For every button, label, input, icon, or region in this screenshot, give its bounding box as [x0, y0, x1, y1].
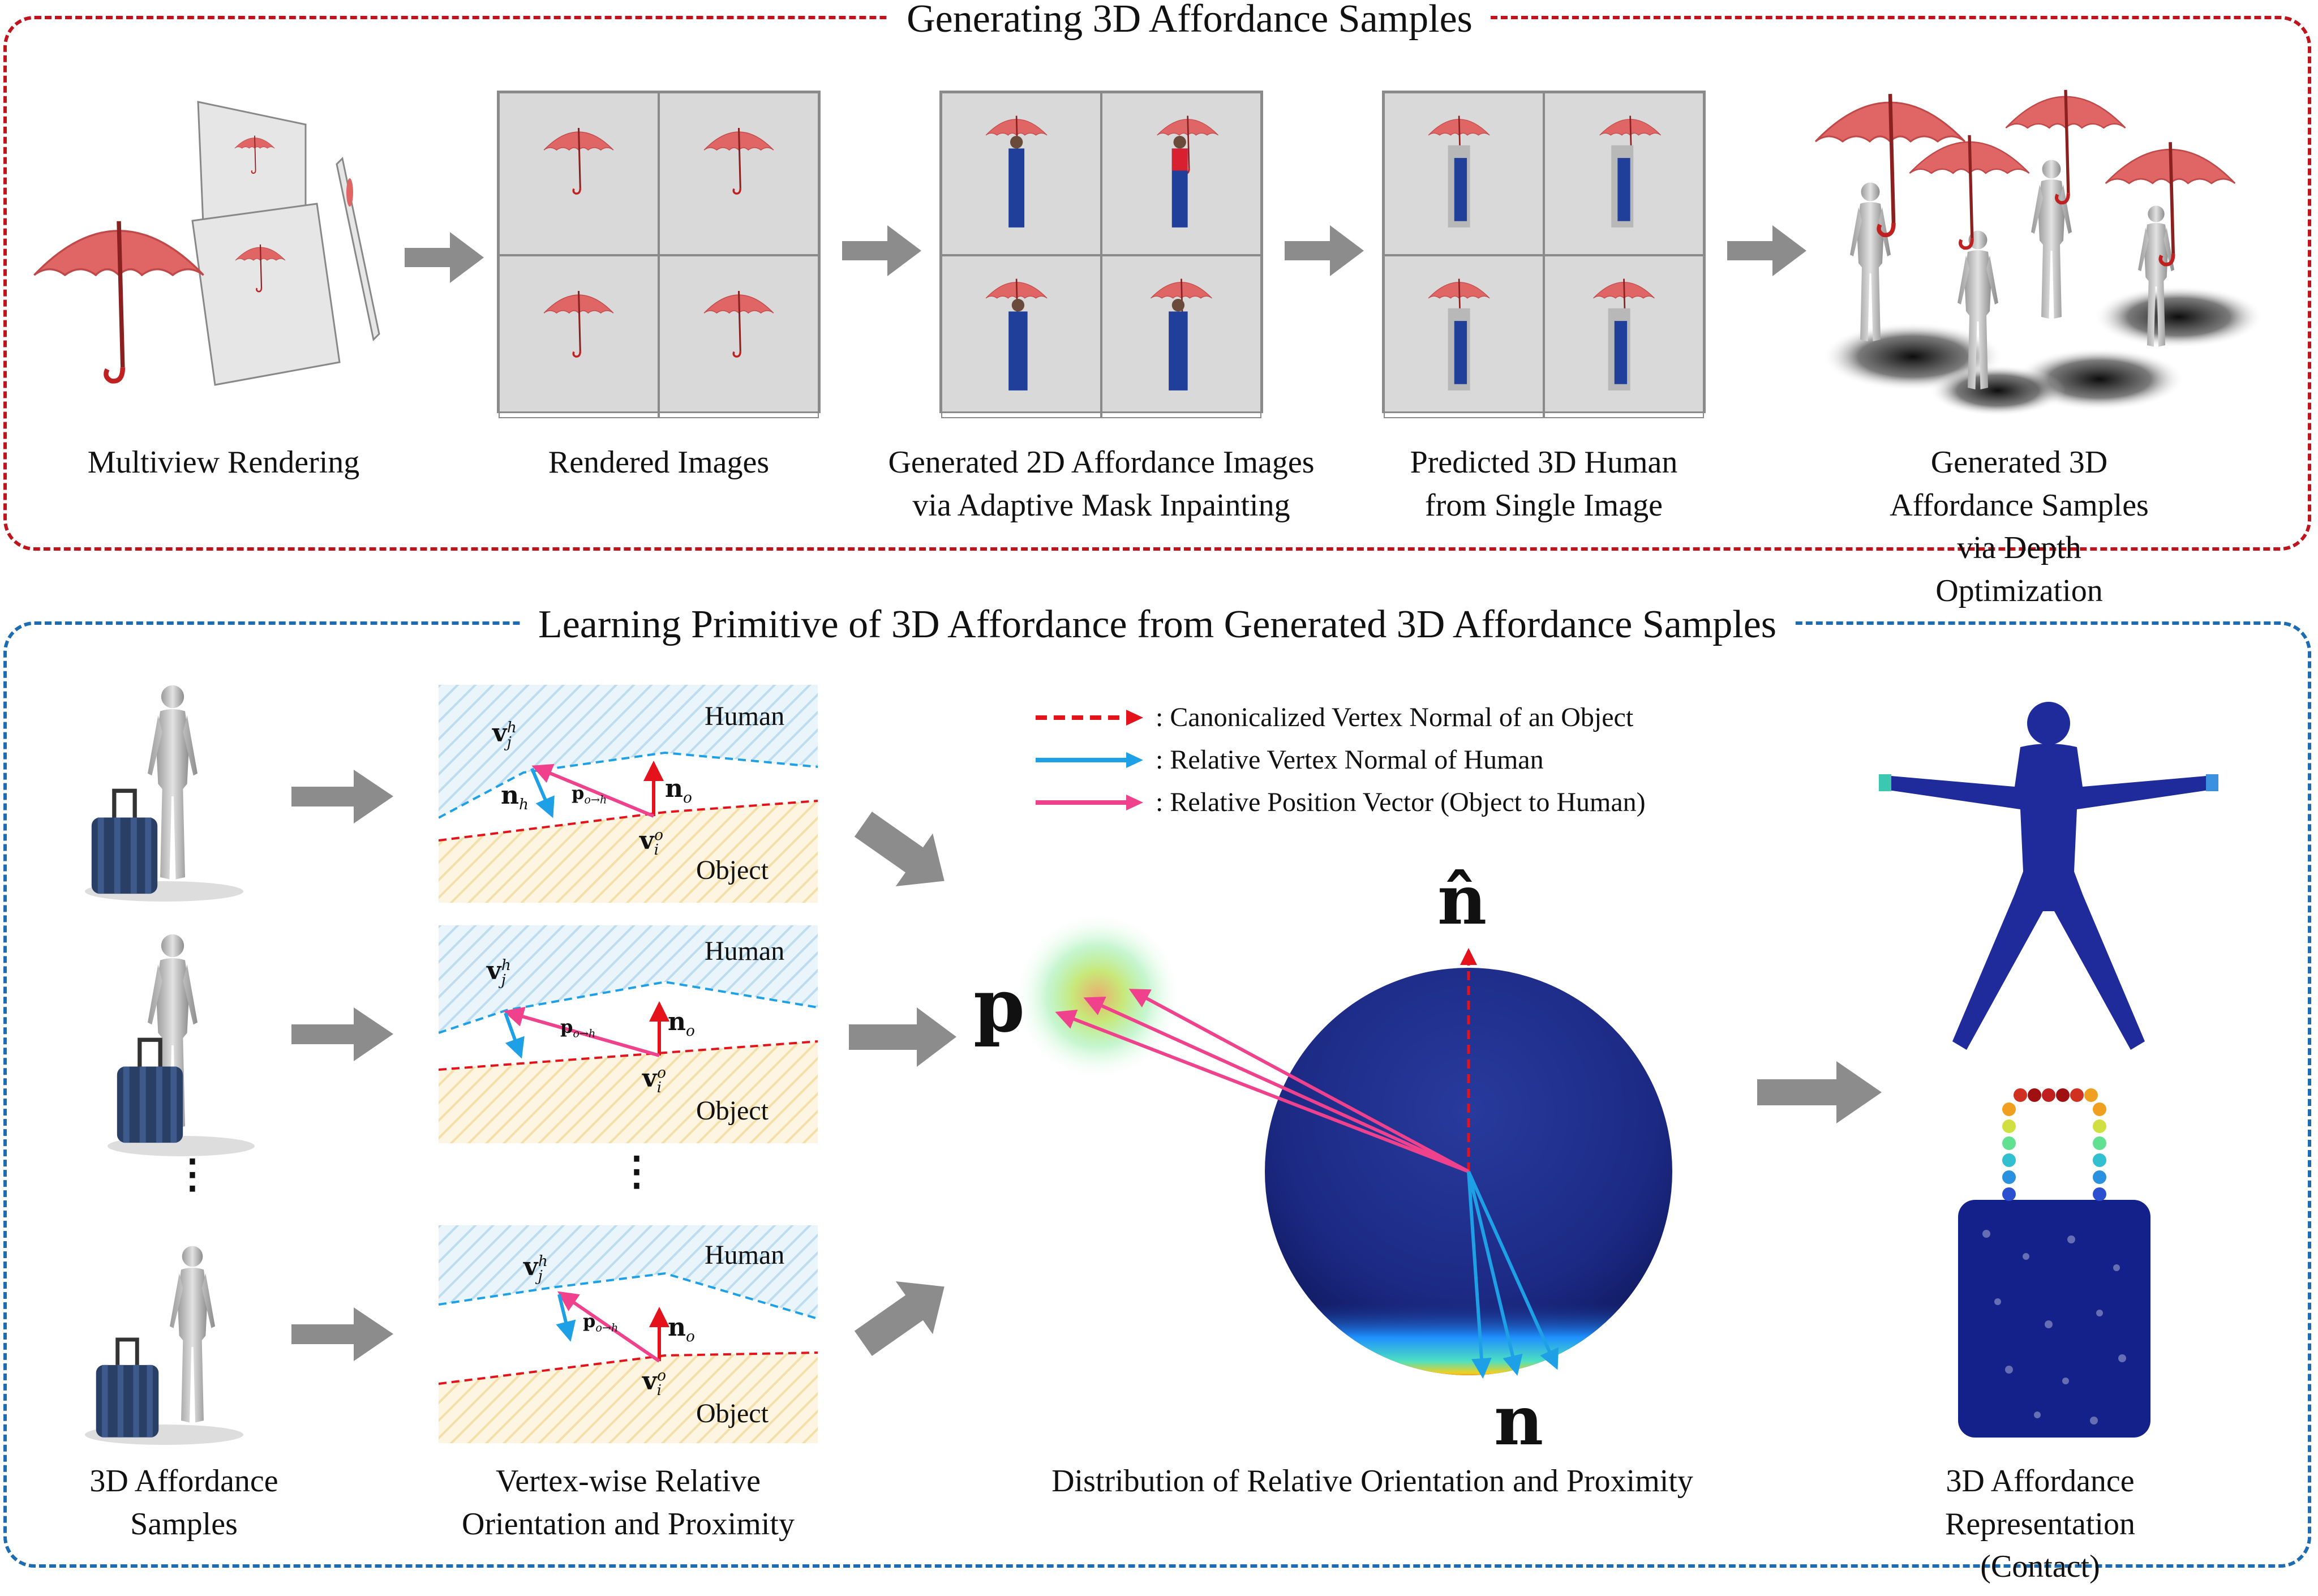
top-panel-title: Generating 3D Affordance Samples [888, 0, 1491, 42]
symbol-no: no [665, 774, 692, 806]
symbol-vio: vio [642, 1064, 667, 1096]
label-3d-affordance-representation: 3D Affordance Representation (Contact) [1945, 1464, 2135, 1585]
symbol-vio: vio [639, 826, 664, 859]
region-label-human: Human [705, 701, 785, 731]
symbol-vjh: vjh [492, 719, 517, 751]
legend-text-position-vector: : Relative Position Vector (Object to Hu… [1156, 787, 1646, 817]
gray-arrow-icon [854, 812, 945, 887]
symbol-vjh: vjh [487, 956, 511, 989]
gray-arrow-icon [291, 1007, 393, 1061]
region-label-human: Human [705, 936, 785, 966]
gray-arrow-icon [1727, 225, 1806, 276]
human-contact-heatmap [1879, 702, 2218, 1050]
label-vertex-wise: Vertex-wise Relative Orientation and Pro… [462, 1464, 795, 1542]
region-label-human: Human [705, 1240, 785, 1270]
symbol-p-o-to-h: po→h [572, 782, 607, 806]
vertical-ellipsis: ⋮ [173, 1153, 212, 1196]
gray-arrow-icon [842, 225, 921, 276]
gray-arrow-icon [854, 1281, 945, 1356]
gray-arrow-icon [405, 232, 484, 283]
symbol-nh: nh [501, 781, 529, 813]
region-label-object: Object [696, 855, 769, 885]
region-label-object: Object [696, 1096, 769, 1126]
region-label-object: Object [696, 1398, 769, 1428]
legend-item-object-normal: : Canonicalized Vertex Normal of an Obje… [1036, 702, 1633, 733]
label-rendered-images: Rendered Images [548, 445, 770, 480]
symbol-p-o-to-h: po→h [560, 1016, 596, 1040]
suitcase-contact-pointcloud [1958, 1088, 2150, 1438]
vertical-ellipsis: ⋮ [617, 1150, 656, 1194]
symbol-vio: vio [642, 1367, 667, 1399]
vertex-diagram-3: Human Object vjh no vio po→h [439, 1225, 818, 1443]
gray-arrow-icon [849, 1007, 956, 1067]
legend-item-position-vector: : Relative Position Vector (Object to Hu… [1036, 787, 1646, 818]
affordance-sample-3 [85, 1246, 243, 1445]
gray-arrow-icon [1757, 1061, 1882, 1123]
multiview-rendering-figure [23, 101, 380, 386]
symbol-n: n [1494, 1381, 1544, 1461]
symbol-vjh: vjh [523, 1252, 548, 1285]
label-3d-affordance-samples: 3D Affordance Samples [89, 1464, 278, 1542]
label-generated-3d-samples: Generated 3D Affordance Samples via Dept… [1890, 445, 2149, 608]
label-multiview-rendering: Multiview Rendering [87, 445, 360, 480]
orientation-proximity-sphere [1013, 911, 1672, 1379]
symbol-no: no [668, 1007, 695, 1040]
symbol-p-o-to-h: po→h [583, 1310, 619, 1335]
symbol-p: p [973, 962, 1025, 1049]
label-distribution: Distribution of Relative Orientation and… [1051, 1464, 1693, 1499]
affordance-sample-1 [85, 685, 243, 902]
legend-text-human-normal: : Relative Vertex Normal of Human [1156, 745, 1544, 775]
symbol-no: no [668, 1313, 695, 1345]
gray-arrow-icon [291, 770, 393, 823]
generated-3d-samples-figure [1783, 74, 2264, 416]
label-predicted-3d-human: Predicted 3D Human from Single Image [1410, 445, 1678, 523]
predicted-3d-human-grid [1382, 91, 1706, 418]
vertex-diagram-2: Human Object vjh no vio po→h [439, 925, 818, 1143]
vertex-diagram-1: Human Object vjh nh no vio po→h [439, 685, 818, 903]
generated-2d-affordance-grid [939, 91, 1263, 418]
label-generated-2d-affordance: Generated 2D Affordance Images via Adapt… [888, 445, 1315, 523]
affordance-sample-2 [108, 934, 255, 1156]
legend-text-object-normal: : Canonicalized Vertex Normal of an Obje… [1156, 702, 1634, 732]
rendered-images-grid [497, 91, 821, 418]
gray-arrow-icon [291, 1307, 393, 1361]
legend-item-human-normal: : Relative Vertex Normal of Human [1036, 744, 1544, 775]
gray-arrow-icon [1285, 225, 1364, 276]
symbol-n-hat: n̂ [1437, 860, 1487, 940]
bottom-panel-title: Learning Primitive of 3D Affordance from… [520, 602, 1795, 647]
